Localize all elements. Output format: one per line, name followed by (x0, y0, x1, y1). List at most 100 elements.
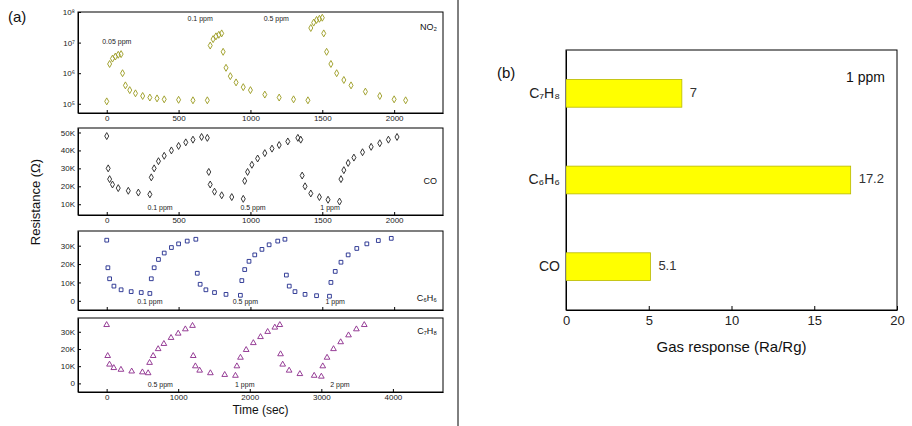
tick-mark (107, 212, 108, 215)
data-point (247, 259, 251, 263)
annotation: 0.5 ppm (264, 15, 289, 23)
tick-mark (78, 73, 81, 74)
tick-label: 500 (172, 216, 186, 225)
tick-label: C₇H₈ (529, 85, 560, 101)
data-point (195, 271, 199, 275)
y-axis: COC₆H₆C₇H₈ (528, 51, 570, 311)
data-point (234, 363, 240, 368)
tick: CO (539, 258, 570, 274)
data-point (145, 370, 151, 375)
x-axis: 0500100015002000 (79, 212, 444, 225)
x-axis: 0500100015002000 (79, 110, 444, 123)
data-point (161, 341, 167, 346)
tick-mark (394, 307, 395, 310)
tick-mark (321, 389, 322, 392)
annotation: 1 ppm (846, 69, 885, 85)
y-axis-title: Resistance (Ω) (28, 159, 43, 245)
data-point (243, 347, 249, 352)
y-axis: 010K20K30K (61, 232, 81, 311)
tick-mark (78, 204, 81, 205)
bars (566, 79, 851, 280)
data-point (378, 92, 382, 99)
data-point (361, 322, 367, 327)
data-point (342, 76, 346, 83)
data-point (303, 293, 307, 297)
data-point (190, 353, 196, 358)
tick-mark (897, 306, 898, 310)
annotation: 0.5 ppm (148, 381, 173, 389)
data-point (280, 361, 286, 366)
tick: 2000 (241, 389, 259, 402)
tick: 2000 (386, 110, 404, 123)
data-point (239, 293, 243, 297)
plot-frame (566, 50, 897, 310)
tick: 30K (61, 242, 81, 251)
tick: 10⁵ (63, 100, 81, 109)
data-point (234, 79, 238, 86)
annotation: 0.5 ppm (233, 298, 258, 306)
data-point (318, 373, 324, 378)
tick-label: 10 (725, 313, 739, 328)
tick-label: 10K (61, 200, 76, 209)
figure: (a)(b)Resistance (Ω)050010001500200010⁵1… (0, 0, 912, 426)
tick-label: 1000 (170, 393, 188, 402)
bar (566, 79, 682, 107)
data-point (286, 138, 290, 145)
panel-title: C₇H₈ (417, 326, 437, 336)
data-point (333, 270, 337, 274)
data-point (112, 284, 116, 288)
tick-mark (250, 307, 251, 310)
data-point (220, 192, 224, 199)
tick-label: 10K (61, 362, 76, 371)
data-point (133, 90, 137, 97)
data-point (213, 188, 217, 195)
data-point (119, 288, 123, 292)
tick: 0 (105, 110, 110, 123)
tick-mark (107, 389, 108, 392)
data-point (256, 155, 260, 162)
tick: 5 (646, 306, 653, 328)
data-point (108, 277, 112, 281)
data-point (404, 97, 408, 104)
data-point (300, 172, 304, 179)
data-point (228, 73, 232, 80)
data-point (162, 152, 166, 159)
tick: 1000 (170, 389, 188, 402)
data-point (339, 176, 343, 183)
data-point (331, 346, 337, 351)
data-point (105, 353, 111, 358)
panel-label: (b) (497, 64, 515, 81)
data-point (320, 14, 324, 21)
data-point (136, 189, 140, 196)
tick-label: 4000 (385, 393, 403, 402)
data-point (251, 340, 257, 345)
annotation: 1 ppm (320, 204, 340, 212)
data-point (284, 273, 288, 277)
data-point (277, 322, 283, 327)
data-point (309, 190, 313, 197)
data-point (118, 366, 124, 371)
tick-label: 10⁶ (63, 69, 75, 78)
x-axis (79, 307, 444, 311)
data-point (297, 371, 303, 376)
tick-mark (250, 110, 251, 113)
data-point (152, 266, 156, 270)
tick-mark (322, 307, 323, 310)
tick: 20K (61, 345, 81, 354)
tick-mark (394, 212, 395, 215)
tick-label: 0 (105, 114, 110, 123)
data-point (204, 288, 208, 292)
plot-frame (78, 12, 443, 113)
tick: 15 (808, 306, 822, 328)
data-point (197, 367, 203, 372)
annotation: 1 ppm (325, 298, 345, 306)
data-point (263, 91, 267, 98)
tick-mark (814, 306, 815, 310)
panel: 010K20K30K0.1 ppm0.5 ppm1 ppmC₆H₆ (61, 231, 444, 311)
data-point (149, 174, 153, 181)
data-point (208, 370, 214, 375)
tick-mark (78, 43, 81, 44)
tick-label: 0 (105, 393, 110, 402)
data-point (378, 140, 382, 147)
data-points (105, 236, 393, 298)
